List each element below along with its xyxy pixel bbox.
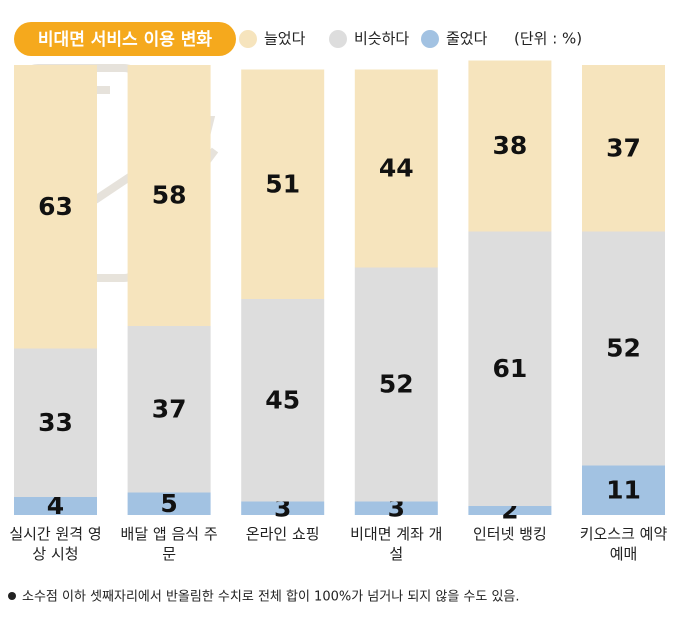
value-label: 52 (606, 334, 641, 363)
legend-label: 늘었다 (264, 30, 306, 48)
value-label: 37 (606, 133, 641, 162)
category-label: 비대면 계좌 개설 (350, 525, 443, 563)
title-badge (14, 22, 236, 56)
value-label: 63 (38, 192, 73, 221)
bar-segment (582, 65, 665, 232)
bar-segment (354, 267, 438, 502)
chart-title: 비대면 서비스 이용 변화 (38, 30, 213, 50)
note: 소수점 이하 셋째자리에서 반올림한 수치로 전체 합이 100%가 넘거나 되… (22, 590, 520, 605)
value-label: 51 (265, 169, 300, 198)
value-label: 5 (160, 489, 177, 518)
bar-segment (241, 299, 325, 502)
bar-segment (127, 65, 211, 326)
category-label: 키오스크 예약 예매 (579, 525, 668, 563)
legend-label: 줄었다 (446, 30, 488, 48)
value-label: 33 (38, 408, 73, 437)
legend-marker (329, 30, 347, 48)
bar-segment (582, 231, 665, 466)
value-label: 4 (47, 491, 64, 520)
bar-segment (14, 65, 97, 349)
value-label: 37 (152, 394, 187, 423)
bar-segment (127, 492, 211, 515)
value-label: 38 (493, 131, 528, 160)
bar-segment (241, 69, 325, 299)
bar-segment (354, 501, 438, 515)
value-label: 45 (265, 385, 300, 414)
value-label: 44 (379, 154, 414, 183)
bar-segment (468, 506, 552, 515)
bar-segment (14, 348, 97, 497)
legend-label: 비슷하다 (354, 30, 409, 48)
bar-segment (241, 501, 325, 515)
value-label: 61 (493, 354, 528, 383)
note-bullet (8, 592, 16, 600)
category-label: 인터넷 뱅킹 (473, 525, 547, 543)
value-label: 52 (379, 370, 414, 399)
legend-marker (239, 30, 257, 48)
category-label: 온라인 쇼핑 (245, 525, 320, 543)
bar-segment (468, 231, 552, 506)
value-label: 58 (152, 181, 187, 210)
bar-segment (582, 465, 665, 515)
category-label: 실시간 원격 영상 시청 (9, 525, 102, 563)
bar-segment (468, 60, 552, 232)
bar-segment (354, 69, 438, 268)
value-label: 11 (606, 475, 641, 504)
bar-segment (127, 326, 211, 493)
unit-label: (단위 : %) (514, 30, 582, 48)
legend-marker (421, 30, 439, 48)
category-label: 배달 앱 음식 주문 (120, 525, 218, 563)
bar-segment (14, 497, 97, 515)
